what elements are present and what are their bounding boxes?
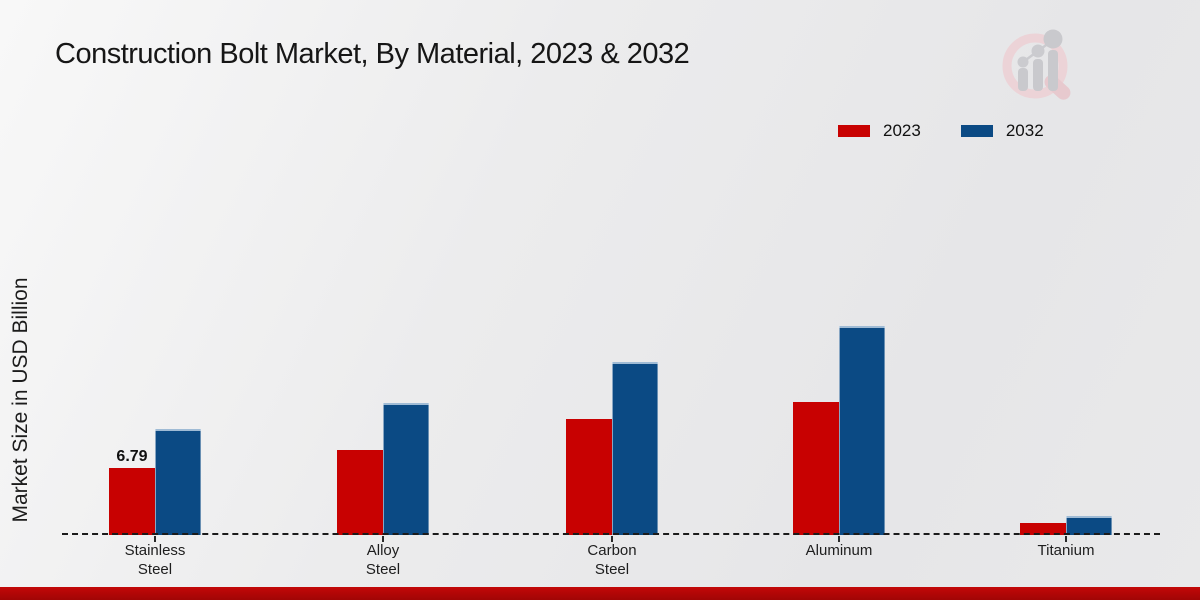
legend-swatch-2032-icon xyxy=(960,125,993,137)
category-label-alloy-steel: Alloy Steel xyxy=(365,542,401,578)
x-axis-tick xyxy=(611,536,613,542)
bar-2032-carbon-steel[interactable] xyxy=(612,362,658,535)
bar-2023-alloy-steel[interactable] xyxy=(337,450,383,535)
category-label-titanium: Titanium xyxy=(1037,542,1095,559)
x-axis-tick xyxy=(838,536,840,542)
bottom-accent-bar xyxy=(0,587,1200,600)
legend-item-2032[interactable]: 2032 xyxy=(960,121,1044,141)
bar-2032-stainless-steel[interactable] xyxy=(155,429,201,535)
bar-2023-titanium[interactable] xyxy=(1020,523,1066,535)
category-label-aluminum: Aluminum xyxy=(805,542,873,559)
bar-2032-alloy-steel[interactable] xyxy=(383,403,429,535)
bar-2023-stainless-steel[interactable] xyxy=(109,468,155,535)
chart-title: Construction Bolt Market, By Material, 2… xyxy=(55,38,690,70)
x-axis-baseline xyxy=(62,533,1160,535)
legend-label-2032: 2032 xyxy=(1005,121,1044,140)
magnifier-bar-chart-logo-icon xyxy=(1002,29,1071,100)
legend-label-2023: 2023 xyxy=(883,121,921,140)
x-axis-tick xyxy=(154,536,156,542)
x-axis-tick xyxy=(1065,536,1067,542)
legend-item-2023[interactable]: 2023 xyxy=(838,121,921,141)
bar-2032-aluminum[interactable] xyxy=(839,326,885,535)
bar-2032-titanium[interactable] xyxy=(1066,516,1112,535)
x-axis-tick xyxy=(382,536,384,542)
bar-2023-aluminum[interactable] xyxy=(793,402,839,535)
legend: 2023 2032 xyxy=(838,121,1044,141)
category-label-stainless-steel: Stainless Steel xyxy=(124,542,186,578)
category-label-carbon-steel: Carbon Steel xyxy=(587,542,637,578)
bar-2023-carbon-steel[interactable] xyxy=(566,419,612,535)
bar-value-label: 6.79 xyxy=(116,448,148,465)
legend-swatch-2023-icon xyxy=(838,125,870,137)
